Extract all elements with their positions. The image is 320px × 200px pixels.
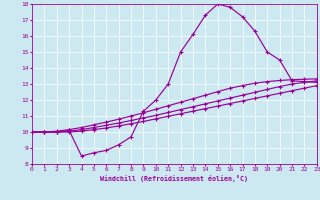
X-axis label: Windchill (Refroidissement éolien,°C): Windchill (Refroidissement éolien,°C) (100, 175, 248, 182)
